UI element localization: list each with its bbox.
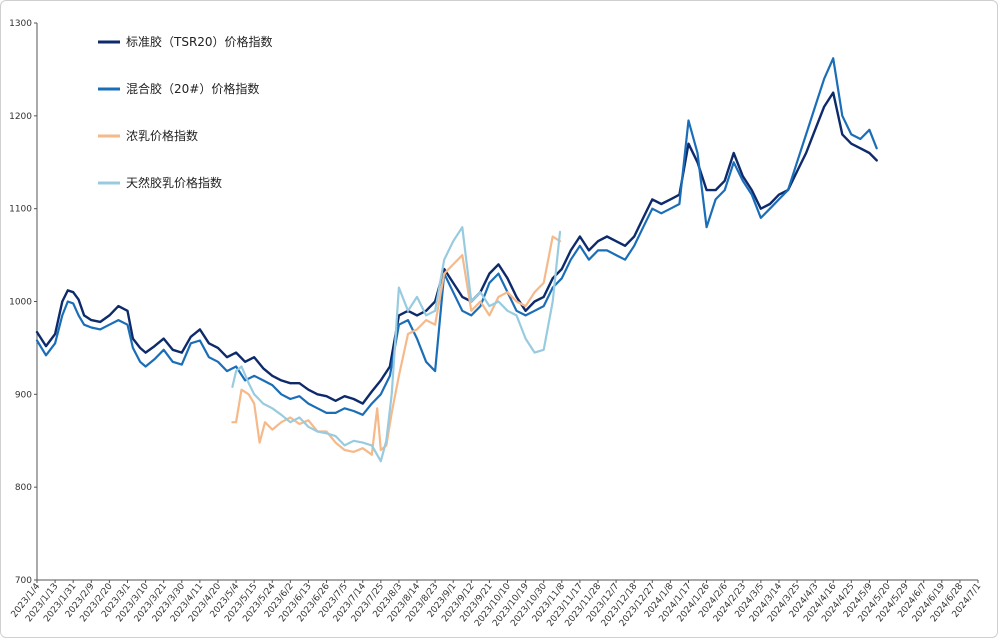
y-tick-label: 900 — [15, 390, 32, 400]
y-tick-label: 700 — [15, 576, 32, 586]
y-tick-label: 1200 — [9, 112, 32, 122]
y-tick-label: 1300 — [9, 19, 32, 29]
series-line-1 — [35, 91, 878, 405]
series-layer — [35, 57, 878, 463]
y-tick-label: 1000 — [9, 298, 32, 308]
y-tick-label: 1100 — [9, 205, 32, 215]
series-line-4 — [231, 226, 562, 463]
legend-label: 标准胶（TSR20）价格指数 — [126, 34, 273, 49]
legend-label: 混合胶（20#）价格指数 — [126, 81, 259, 96]
legend-label: 浓乳价格指数 — [126, 128, 198, 143]
y-tick-label: 800 — [15, 483, 32, 493]
legend-label: 天然胶乳价格指数 — [126, 175, 222, 190]
